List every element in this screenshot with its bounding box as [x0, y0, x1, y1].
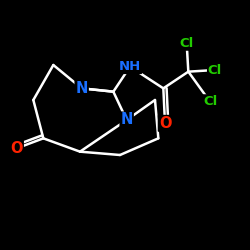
- Text: Cl: Cl: [203, 95, 217, 108]
- Text: NH: NH: [119, 60, 141, 73]
- Text: N: N: [120, 112, 133, 128]
- Text: Cl: Cl: [180, 37, 194, 50]
- Text: Cl: Cl: [208, 64, 222, 76]
- Text: O: O: [10, 141, 23, 156]
- Text: O: O: [159, 116, 171, 131]
- Text: N: N: [76, 81, 88, 96]
